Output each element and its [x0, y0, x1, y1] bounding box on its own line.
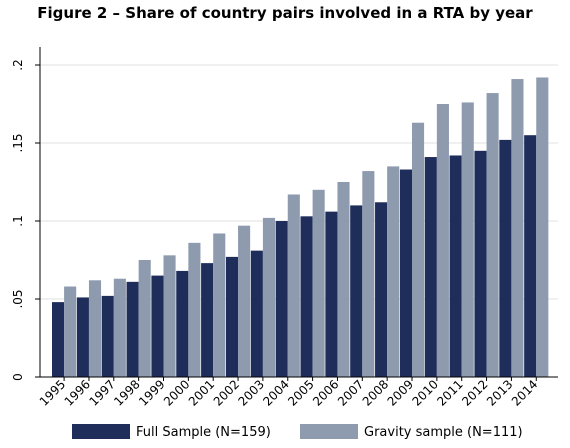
y-tick-label: .2 — [11, 59, 25, 70]
x-tick-label: 1998 — [111, 377, 142, 408]
bar-full-sample — [126, 281, 139, 377]
y-ticks: 0 .05 .1 .15 .2 — [11, 59, 40, 381]
bar-gravity-sample — [64, 286, 77, 377]
bar-gravity-sample — [536, 77, 549, 377]
legend: Full Sample (N=159) Gravity sample (N=111… — [72, 424, 523, 440]
bar-full-sample — [225, 256, 239, 377]
bar-gravity-sample — [312, 189, 325, 377]
bar-full-sample — [176, 270, 189, 377]
bar-gravity-sample — [412, 122, 425, 377]
bar-full-sample — [275, 221, 288, 377]
x-tick-label: 1997 — [86, 377, 117, 408]
bar-gravity-sample — [461, 102, 474, 377]
bar-gravity-sample — [362, 171, 375, 377]
x-tick-label: 2014 — [509, 377, 540, 408]
bar-gravity-sample — [113, 278, 126, 377]
bar-gravity-sample — [436, 104, 449, 377]
y-tick-label: .15 — [11, 133, 25, 152]
bar-gravity-sample — [238, 225, 251, 377]
bar-gravity-sample — [287, 194, 300, 377]
legend-swatch — [300, 424, 358, 439]
bar-full-sample — [151, 275, 164, 377]
bar-full-sample — [424, 157, 437, 377]
x-tick-label: 2002 — [211, 377, 242, 408]
x-tick-label: 2011 — [434, 377, 465, 408]
bar-gravity-sample — [387, 166, 400, 377]
bar-full-sample — [375, 202, 388, 377]
x-tick-label: 2001 — [186, 377, 217, 408]
legend-label: Gravity sample (N=111) — [364, 425, 523, 440]
x-tick-label: 2010 — [409, 377, 440, 408]
bar-gravity-sample — [88, 280, 102, 377]
bar-full-sample — [101, 295, 114, 377]
x-tick-label: 2008 — [360, 377, 391, 408]
x-tick-label: 2012 — [459, 377, 490, 408]
bar-full-sample — [300, 216, 313, 377]
x-tick-label: 2005 — [285, 377, 316, 408]
bar-full-sample — [399, 169, 412, 377]
bar-gravity-sample — [511, 79, 524, 377]
x-tick-label: 2006 — [310, 377, 341, 408]
x-tick-label: 2000 — [161, 377, 192, 408]
legend-swatch — [72, 424, 130, 439]
bar-full-sample — [449, 155, 462, 377]
x-tick-label: 1996 — [62, 377, 93, 408]
axes — [39, 47, 558, 378]
x-tick-label: 2013 — [484, 377, 515, 408]
bar-gravity-sample — [262, 217, 275, 377]
bar-gravity-sample — [138, 260, 151, 377]
bar-gravity-sample — [213, 233, 226, 377]
bar-full-sample — [52, 302, 65, 377]
y-tick-label: 0 — [11, 373, 25, 381]
y-tick-label: .1 — [11, 215, 25, 226]
bar-full-sample — [499, 139, 512, 377]
bars — [52, 77, 549, 377]
bar-full-sample — [524, 135, 537, 377]
legend-label: Full Sample (N=159) — [136, 425, 271, 440]
x-tick-label: 2007 — [335, 377, 366, 408]
bar-gravity-sample — [163, 255, 176, 377]
bar-full-sample — [250, 250, 263, 377]
bar-full-sample — [201, 263, 214, 377]
bar-gravity-sample — [486, 93, 499, 377]
bar-gravity-sample — [188, 242, 201, 377]
x-tick-label: 2009 — [385, 377, 416, 408]
bar-full-sample — [325, 211, 338, 377]
x-tick-label: 1999 — [136, 377, 167, 408]
x-ticks: 1995199619971998199920002001200220032004… — [37, 377, 540, 409]
x-tick-label: 1995 — [37, 377, 68, 408]
chart-title: Figure 2 – Share of country pairs involv… — [37, 4, 533, 22]
bar-full-sample — [76, 297, 89, 377]
bar-full-sample — [474, 150, 487, 377]
bar-full-sample — [350, 205, 363, 377]
y-tick-label: .05 — [11, 289, 25, 308]
bar-gravity-sample — [337, 182, 350, 377]
x-tick-label: 2004 — [260, 377, 291, 408]
x-tick-label: 2003 — [236, 377, 267, 408]
